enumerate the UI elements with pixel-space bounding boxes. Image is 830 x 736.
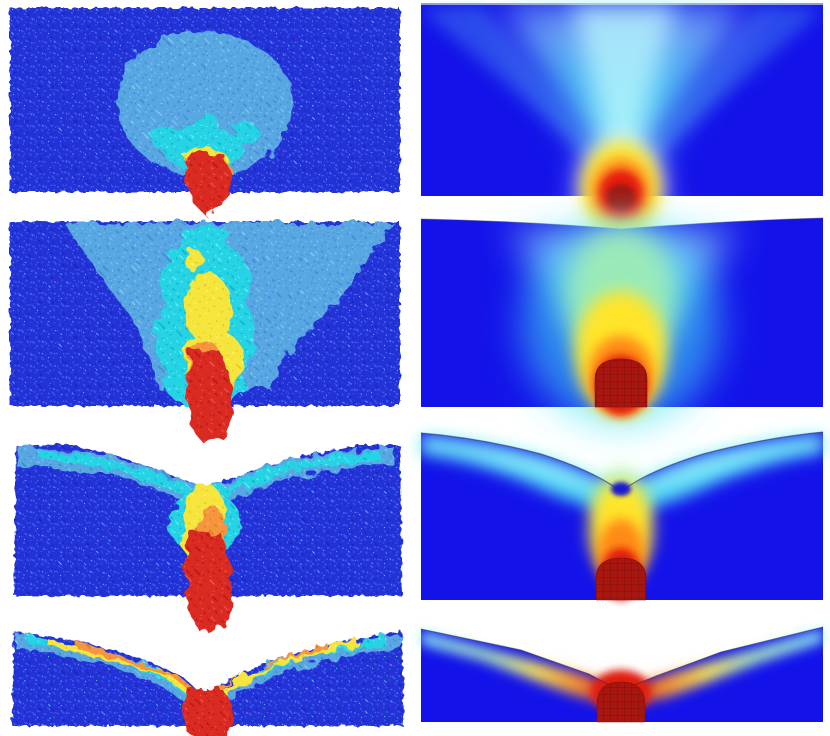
intruder-mesh	[596, 681, 646, 723]
intruder-particles	[184, 152, 232, 216]
intruder-mesh	[595, 557, 647, 601]
vertex-bump	[611, 482, 631, 496]
velocity-fan	[421, 5, 823, 193]
panel-particles-row-3	[14, 444, 402, 632]
intruder-mesh	[594, 358, 648, 408]
intruder-particles	[185, 533, 232, 632]
impact-hot-spot	[573, 135, 669, 239]
panel-particles-row-4	[12, 631, 404, 736]
surface-line	[420, 431, 824, 496]
panel-particles-row-1	[10, 8, 400, 216]
panel-continuum-row-2	[420, 217, 824, 428]
panel-particles-row-2	[10, 222, 400, 440]
panel-continuum-row-4	[420, 626, 824, 723]
intruder-particles	[182, 689, 234, 736]
panel-continuum-row-1	[421, 3, 823, 239]
wing-flow-bands	[421, 435, 823, 514]
wing-flow-bands	[421, 629, 823, 708]
panel-continuum-row-3	[420, 431, 824, 601]
intruder-particles	[186, 350, 232, 440]
